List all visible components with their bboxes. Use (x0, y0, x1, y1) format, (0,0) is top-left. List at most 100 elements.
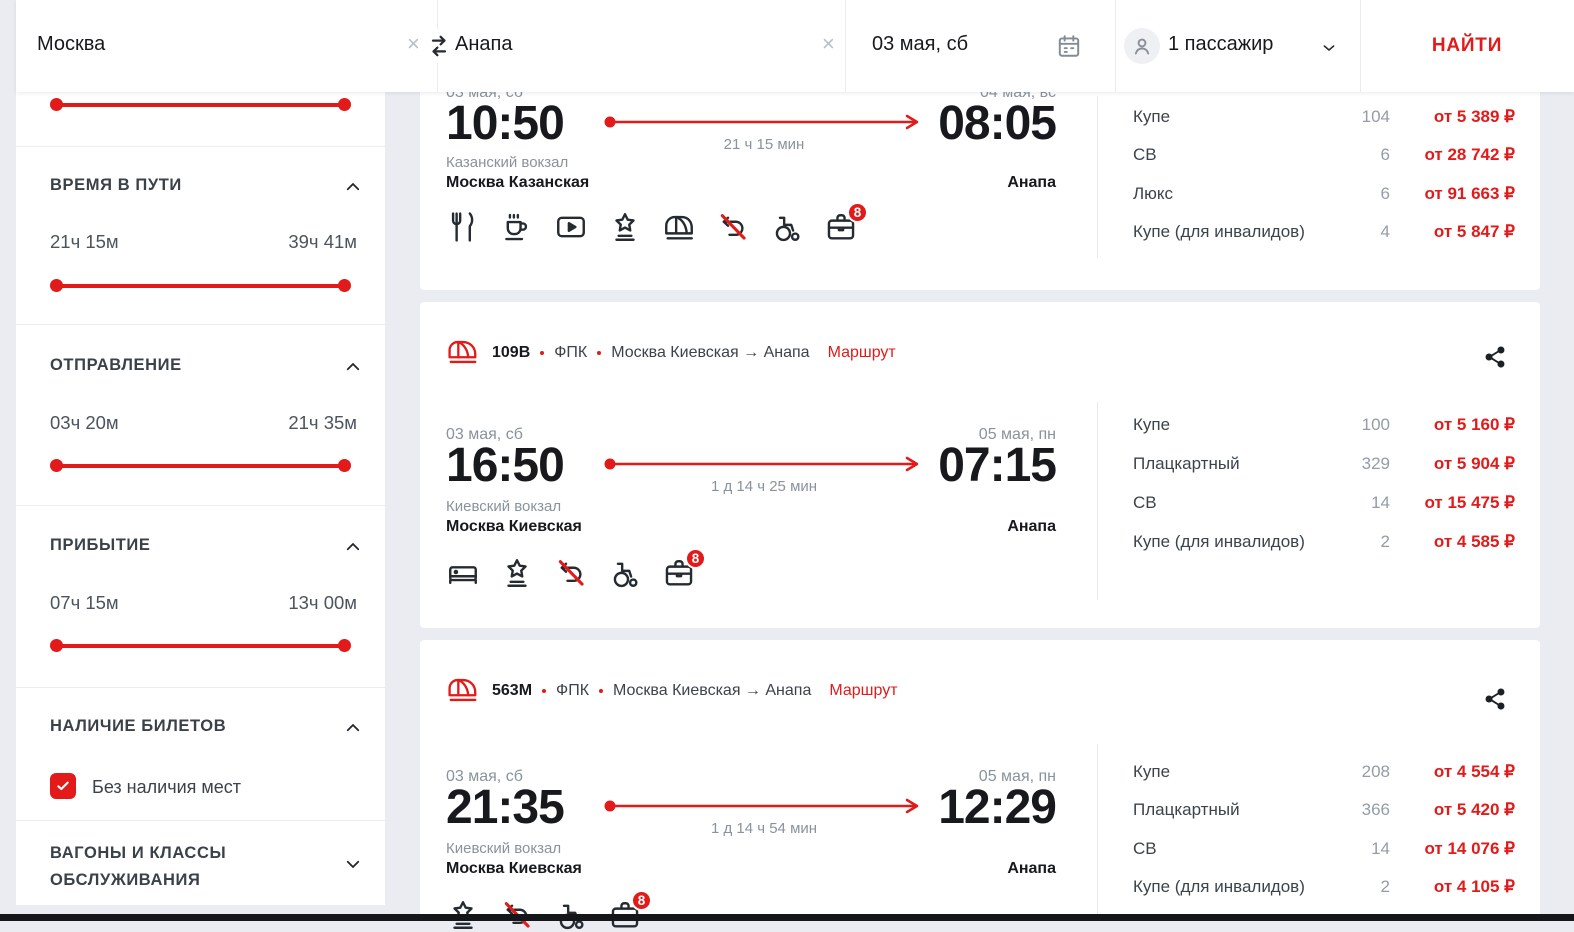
price-from[interactable]: от 4 105 ₽ (1433, 877, 1515, 896)
departure-min: 03ч 20м (50, 412, 119, 433)
price-row[interactable]: СВ 14 от 15 475 ₽ (1133, 493, 1515, 513)
seats-count: 6 (1380, 184, 1390, 203)
class-name: Купе (для инвалидов) (1133, 222, 1305, 241)
chevron-down-icon[interactable] (1321, 40, 1337, 61)
find-button[interactable]: НАЙТИ (1431, 35, 1503, 56)
slider-handle-max[interactable] (338, 459, 351, 472)
trip-duration: 1 д 14 ч 25 мин (710, 478, 818, 495)
passenger-avatar-icon (1124, 28, 1160, 64)
seats-count: 366 (1361, 800, 1390, 819)
swap-cities-icon[interactable] (422, 29, 456, 63)
price-row[interactable]: Купе 208 от 4 554 ₽ (1133, 762, 1515, 782)
chevron-up-icon[interactable] (344, 178, 362, 196)
no-seats-checkbox[interactable] (50, 773, 76, 799)
share-icon[interactable] (1482, 686, 1508, 717)
section-divider (16, 505, 385, 506)
price-row[interactable]: Купе (для инвалидов) 4 от 5 847 ₽ (1133, 222, 1515, 242)
arrival-city: Анапа (1007, 518, 1056, 535)
baggage-count-badge: 8 (631, 890, 652, 911)
chevron-up-icon[interactable] (344, 538, 362, 556)
filter-title-arrival: ПРИБЫТИЕ (50, 536, 151, 554)
passengers-select[interactable]: 1 пассажир (1168, 33, 1274, 55)
calendar-icon[interactable] (1056, 33, 1082, 64)
slider-handle-max[interactable] (338, 98, 351, 111)
arrival-max: 13ч 00м (288, 592, 357, 613)
chevron-up-icon[interactable] (344, 719, 362, 737)
dot-separator (597, 351, 602, 355)
price-row[interactable]: Плацкартный 329 от 5 904 ₽ (1133, 454, 1515, 474)
seats-count: 329 (1361, 454, 1390, 473)
section-divider (16, 146, 385, 147)
price-from[interactable]: от 14 076 ₽ (1424, 839, 1515, 858)
slider-track[interactable] (54, 644, 347, 648)
price-from[interactable]: от 5 904 ₽ (1433, 454, 1515, 473)
price-row[interactable]: Купе (для инвалидов) 2 от 4 585 ₽ (1133, 532, 1515, 552)
card-divider (1097, 402, 1098, 600)
price-from[interactable]: от 5 160 ₽ (1433, 415, 1515, 434)
route-link[interactable]: Маршрут (829, 682, 898, 699)
slider-handle-min[interactable] (50, 98, 63, 111)
slider-handle-min[interactable] (50, 279, 63, 292)
price-from[interactable]: от 5 389 ₽ (1433, 107, 1515, 126)
slider-handle-max[interactable] (338, 639, 351, 652)
price-row[interactable]: СВ 6 от 28 742 ₽ (1133, 145, 1515, 165)
from-city-input[interactable]: Москва (37, 33, 106, 55)
arrival-city: Анапа (1007, 174, 1056, 191)
clear-from-icon[interactable]: × (407, 31, 420, 56)
slider-handle-min[interactable] (50, 639, 63, 652)
train-logo-icon (446, 676, 480, 709)
slider-track[interactable] (54, 284, 347, 288)
slider-handle-max[interactable] (338, 279, 351, 292)
price-row[interactable]: Люкс 6 от 91 663 ₽ (1133, 184, 1515, 204)
arrival-time: 07:15 (938, 439, 1057, 492)
price-row[interactable]: Купе (для инвалидов) 2 от 4 105 ₽ (1133, 877, 1515, 897)
price-from[interactable]: от 15 475 ₽ (1424, 493, 1515, 512)
price-from[interactable]: от 4 554 ₽ (1433, 762, 1515, 781)
price-from[interactable]: от 4 585 ₽ (1433, 532, 1515, 551)
departure-slider[interactable] (50, 459, 351, 472)
price-from[interactable]: от 91 663 ₽ (1424, 184, 1515, 203)
seats-count: 2 (1380, 877, 1390, 896)
filter-range-slider[interactable] (50, 98, 351, 111)
share-icon[interactable] (1482, 344, 1508, 375)
filter-title-classes: ВАГОНЫ И КЛАССЫ ОБСЛУЖИВАНИЯ (50, 844, 227, 889)
date-input[interactable]: 03 мая, сб (872, 33, 969, 55)
price-row[interactable]: Купе 104 от 5 389 ₽ (1133, 107, 1515, 127)
price-row[interactable]: Плацкартный 366 от 5 420 ₽ (1133, 800, 1515, 820)
travel-time-min: 21ч 15м (50, 231, 119, 252)
baggage-icon: 8 (662, 548, 706, 590)
arrival-time: 08:05 (938, 97, 1057, 150)
carrier: ФПК (556, 682, 590, 699)
train-number: 109В (492, 344, 531, 361)
route-text: Москва Киевская → Анапа (611, 344, 810, 361)
class-name: СВ (1133, 493, 1157, 512)
price-row[interactable]: Купе 100 от 5 160 ₽ (1133, 415, 1515, 435)
departure-date: 03 мая, сб (446, 426, 523, 443)
slider-track[interactable] (54, 464, 347, 468)
travel-time-slider[interactable] (50, 279, 351, 292)
branded-train-star-icon (500, 556, 534, 590)
slider-handle-min[interactable] (50, 459, 63, 472)
chevron-up-icon[interactable] (344, 358, 362, 376)
no-seats-label[interactable]: Без наличия мест (92, 777, 242, 797)
slider-track[interactable] (54, 103, 347, 107)
clear-to-icon[interactable]: × (822, 31, 835, 56)
chevron-down-icon[interactable] (344, 855, 362, 873)
price-from[interactable]: от 28 742 ₽ (1424, 145, 1515, 164)
class-name: Купе (1133, 762, 1171, 781)
filter-title-availability: НАЛИЧИЕ БИЛЕТОВ (50, 717, 227, 735)
departure-date: 03 мая, сб (446, 768, 523, 785)
price-from[interactable]: от 5 420 ₽ (1433, 800, 1515, 819)
price-row[interactable]: СВ 14 от 14 076 ₽ (1133, 839, 1515, 859)
train-logo-icon (446, 338, 480, 371)
search-bar: Москва × Анапа × 03 мая, сб 1 пассажир Н… (16, 0, 1574, 92)
seats-count: 14 (1371, 493, 1390, 512)
field-divider (1115, 0, 1116, 92)
route-arrow-icon (602, 114, 926, 135)
arrival-date: 05 мая, пн (978, 768, 1056, 785)
route-link[interactable]: Маршрут (827, 344, 896, 361)
to-city-input[interactable]: Анапа (455, 33, 513, 55)
price-from[interactable]: от 5 847 ₽ (1433, 222, 1515, 241)
departure-time: 16:50 (446, 439, 565, 492)
arrival-slider[interactable] (50, 639, 351, 652)
